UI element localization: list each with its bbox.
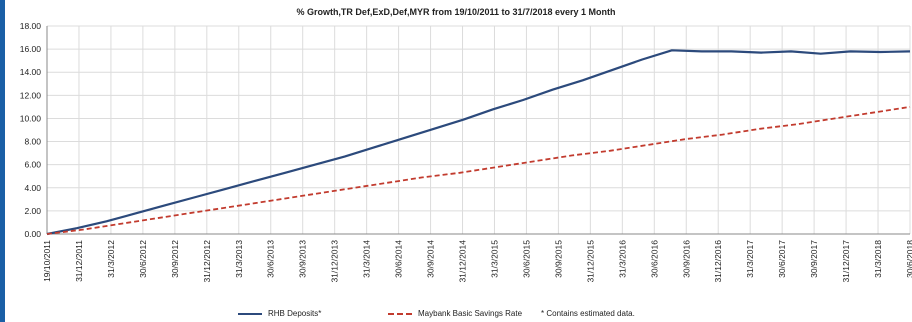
legend: RHB Deposits* Maybank Basic Savings Rate… [0, 309, 912, 321]
x-tick-label: 30/9/2014 [426, 240, 436, 278]
y-tick-label: 4.00 [24, 183, 41, 193]
chart-title: % Growth,TR Def,ExD,Def,MYR from 19/10/2… [296, 7, 616, 17]
y-tick-label: 8.00 [24, 137, 41, 147]
series-line-maybank-savings [46, 106, 911, 235]
x-tick-label: 30/9/2016 [681, 240, 691, 278]
x-tick-label: 30/6/2015 [521, 240, 531, 278]
x-tick-label: 31/3/2018 [873, 240, 883, 278]
x-tick-label: 31/3/2013 [234, 240, 244, 278]
x-tick-label: 31/12/2013 [330, 240, 340, 283]
y-tick-label: 18.00 [20, 21, 42, 31]
x-tick-label: 30/6/2017 [777, 240, 787, 278]
y-tick-label: 6.00 [24, 160, 41, 170]
series-line-rhb-deposits [46, 49, 911, 236]
x-tick-label: 31/12/2015 [585, 240, 595, 283]
legend-label-rhb: RHB Deposits* [268, 309, 322, 318]
x-tick-label: 31/3/2017 [745, 240, 755, 278]
x-tick-label: 30/6/2013 [266, 240, 276, 278]
grid [46, 25, 911, 235]
x-tick-label: 30/9/2015 [553, 240, 563, 278]
x-axis-ticks: 19/10/2011 31/12/2011 31/3/2012 30/6/2012 30… [42, 240, 912, 283]
legend-item-rhb: RHB Deposits* [238, 309, 321, 318]
y-tick-label: 16.00 [20, 44, 42, 54]
legend-swatch-rhb [238, 312, 262, 315]
y-tick-label: 0.00 [24, 229, 41, 239]
x-tick-label: 30/9/2017 [809, 240, 819, 278]
x-tick-label: 31/3/2012 [106, 240, 116, 278]
x-tick-label: 31/12/2017 [841, 240, 851, 283]
x-tick-label: 30/6/2018 [905, 240, 912, 278]
legend-label-maybank: Maybank Basic Savings Rate [418, 309, 523, 318]
x-tick-label: 31/12/2016 [713, 240, 723, 283]
x-tick-label: 30/9/2013 [298, 240, 308, 278]
x-tick-label: 31/12/2012 [202, 240, 212, 283]
y-axis-ticks: 0.00 2.00 4.00 6.00 8.00 10.00 12.00 14.00 16.00… [20, 21, 42, 239]
legend-note: * Contains estimated data. [541, 309, 635, 318]
x-tick-label: 30/6/2014 [394, 240, 404, 278]
x-tick-label: 31/12/2014 [458, 240, 468, 283]
x-tick-label: 30/6/2012 [138, 240, 148, 278]
x-tick-label: 30/6/2016 [649, 240, 659, 278]
y-tick-label: 12.00 [20, 90, 42, 100]
y-tick-label: 14.00 [20, 67, 42, 77]
legend-swatch-maybank [388, 312, 412, 315]
x-tick-label: 31/3/2014 [362, 240, 372, 278]
y-tick-label: 2.00 [24, 206, 41, 216]
series-lines [46, 49, 911, 236]
y-tick-label: 10.00 [20, 113, 42, 123]
x-tick-label: 19/10/2011 [42, 240, 52, 282]
x-tick-label: 31/3/2015 [489, 240, 499, 278]
x-tick-label: 30/9/2012 [170, 240, 180, 278]
window-frame-edge [0, 0, 5, 322]
legend-item-maybank: Maybank Basic Savings Rate [388, 309, 522, 318]
x-tick-label: 31/3/2016 [617, 240, 627, 278]
x-tick-label: 31/12/2011 [74, 240, 84, 282]
